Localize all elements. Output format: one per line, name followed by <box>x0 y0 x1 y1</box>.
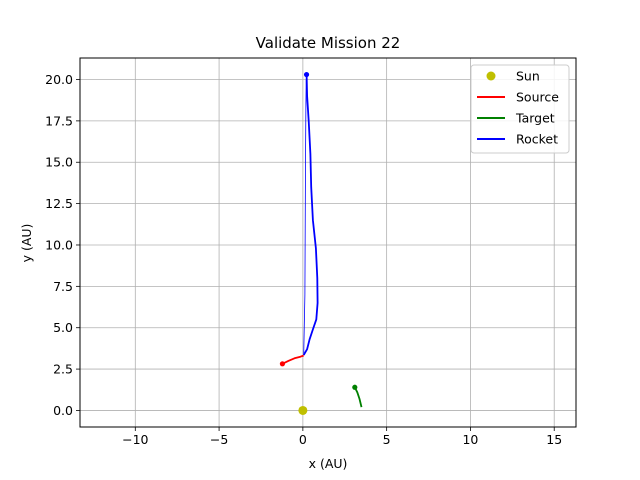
source-line <box>282 354 305 365</box>
legend-source-label: Source <box>516 90 559 105</box>
legend-sun-marker <box>486 71 496 81</box>
y-tick-label: 10.0 <box>45 237 73 252</box>
plot-area <box>279 71 363 415</box>
x-tick-label: 15 <box>546 432 562 447</box>
legend-sun-label: Sun <box>516 69 540 84</box>
x-tick-label: −10 <box>122 432 148 447</box>
target-start-marker <box>352 384 358 390</box>
target-line <box>353 386 363 408</box>
legend-target-label: Target <box>515 111 555 126</box>
plot-frame <box>79 57 577 428</box>
x-tick-label: 0 <box>299 432 307 447</box>
x-tick-label: −5 <box>210 432 228 447</box>
rocket-end-marker <box>303 71 310 78</box>
y-axis-label: y (AU) <box>19 224 34 263</box>
y-tick-label: 20.0 <box>45 72 73 87</box>
rocket-line <box>302 74 319 356</box>
source-start-marker <box>279 361 286 367</box>
x-tick-label: 10 <box>462 432 478 447</box>
rocket-guide-line <box>303 79 307 356</box>
y-tick-label: 5.0 <box>53 320 73 335</box>
y-tick-label: 7.5 <box>53 279 73 294</box>
legend: Sun Source Target Rocket <box>470 64 570 154</box>
x-axis-label: x (AU) <box>309 456 348 471</box>
y-tick-label: 17.5 <box>45 113 73 128</box>
y-tick-label: 15.0 <box>45 155 73 170</box>
x-tick-label: 5 <box>383 432 391 447</box>
legend-rocket-label: Rocket <box>516 132 558 147</box>
y-tick-label: 2.5 <box>53 362 73 377</box>
sun-marker <box>298 405 308 415</box>
legend-box <box>470 64 570 154</box>
x-axis: −10 −5 0 5 10 15 <box>122 427 562 447</box>
chart-title: Validate Mission 22 <box>256 34 401 52</box>
y-axis: 0.0 2.5 5.0 7.5 10.0 12.5 15.0 17.5 20.0 <box>45 72 80 418</box>
y-tick-label: 12.5 <box>45 196 73 211</box>
y-tick-label: 0.0 <box>53 403 73 418</box>
